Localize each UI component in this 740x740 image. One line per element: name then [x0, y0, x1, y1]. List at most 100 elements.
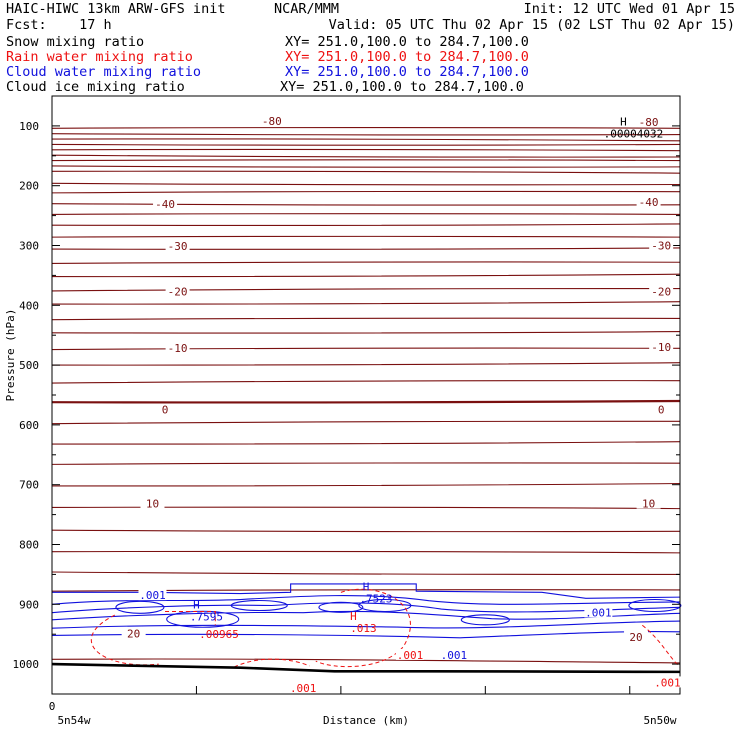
y-tick-label: 900 — [19, 598, 39, 611]
y-tick-label: 400 — [19, 299, 39, 312]
isotherm-label-bg — [153, 403, 178, 415]
x-axis-label: Distance (km) — [323, 714, 409, 727]
maximum-marker: H — [620, 116, 627, 129]
terrain-line — [51, 662, 681, 674]
isotherm-label-bg — [165, 342, 190, 354]
isotherm-line — [51, 301, 681, 305]
field-xy-cloud-water: XY= 251.0,100.0 to 284.7,100.0 — [285, 64, 529, 80]
field-xy-cloud-ice: XY= 251.0,100.0 to 284.7,100.0 — [280, 79, 524, 95]
model-title: HAIC-HIWC 13km ARW-GFS init — [6, 1, 226, 17]
cloud-water-contour — [52, 583, 681, 599]
cloud-water-label: .001 — [441, 649, 468, 662]
y-tick-label: 200 — [19, 180, 39, 193]
rain-label-bg — [289, 681, 318, 693]
y-tick-label: 300 — [19, 240, 39, 253]
isotherm-line — [51, 213, 681, 215]
cloud-water-contour — [51, 602, 681, 614]
isotherm-label-bg — [636, 116, 661, 128]
rain-label-bg — [395, 648, 424, 660]
isotherm-line — [51, 550, 681, 554]
isotherm-line — [51, 441, 681, 445]
isotherm-label-bg — [649, 285, 674, 297]
maximum-value: .7523 — [359, 592, 392, 605]
cloud-water-cell — [460, 614, 510, 626]
y-axis-label: Pressure (hPa) — [4, 309, 17, 402]
organization: NCAR/MMM — [274, 1, 340, 17]
isotherm-line — [51, 182, 681, 186]
isotherm-line — [51, 247, 681, 250]
isotherm-label: 10 — [642, 498, 655, 511]
cloud-label-bg — [584, 606, 613, 618]
maximum-marker: H — [193, 598, 200, 611]
isotherm-label: 20 — [629, 631, 642, 644]
isotherm-line — [51, 362, 681, 366]
isotherm-line — [51, 420, 681, 425]
field-label-cloud-water: Cloud water mixing ratio — [6, 64, 202, 80]
isotherm-line — [51, 399, 681, 404]
rain-water-contour — [90, 614, 159, 666]
isotherm-line — [51, 380, 681, 384]
isotherm-label-bg — [140, 497, 165, 509]
isotherm-label: -10 — [168, 342, 188, 355]
isotherm-label: -30 — [651, 239, 671, 252]
rain-water-label: .001 — [397, 649, 424, 662]
isotherm-label: -80 — [639, 116, 659, 129]
isotherm-label: 0 — [658, 404, 665, 417]
isotherm-line — [51, 331, 681, 334]
field-label-rain: Rain water mixing ratio — [6, 49, 193, 65]
isotherm-line — [51, 159, 681, 162]
isotherm-line — [51, 143, 681, 146]
isotherm-line — [51, 347, 681, 351]
field-xy-snow: XY= 251.0,100.0 to 284.7,100.0 — [285, 34, 529, 50]
isotherm-label-bg — [259, 114, 284, 126]
isotherm-line — [51, 138, 681, 142]
isotherm-line — [51, 223, 681, 226]
cloud-water-cell — [230, 599, 288, 612]
valid-time: Valid: 05 UTC Thu 02 Apr 15 (02 LST Thu … — [328, 17, 735, 33]
cloud-water-cell — [628, 598, 682, 613]
isotherm-label: -40 — [639, 196, 659, 209]
terrain-surface — [51, 662, 681, 674]
y-tick-label: 100 — [19, 120, 39, 133]
cloud-water-cell — [358, 598, 412, 613]
cloud-water-cell — [115, 600, 165, 614]
isotherm-line — [51, 148, 681, 152]
isotherm-label: -10 — [651, 341, 671, 354]
isotherm-line — [51, 126, 681, 129]
rain-water-contour — [315, 588, 411, 668]
maximum-value: .00965 — [199, 628, 239, 641]
maximum-marker: H — [363, 580, 370, 593]
isotherm-line — [51, 273, 681, 278]
contour-labels: -80 -80 -40 -40 -30 -30 -20 -20 -10 -10 0 0 10 10 20 20… — [121, 114, 682, 695]
isotherm-line — [51, 154, 681, 158]
maximum-marker: H — [350, 610, 357, 623]
isotherm-line — [51, 203, 681, 206]
isotherm-line — [51, 261, 681, 264]
isotherm-label-bg — [165, 239, 190, 251]
isotherm-label: 20 — [127, 627, 140, 640]
isotherm-line — [51, 287, 681, 292]
maximum-value: .013 — [350, 622, 377, 635]
init-time: Init: 12 UTC Wed 01 Apr 15 — [523, 1, 735, 17]
isotherm-label: -20 — [651, 285, 671, 298]
cloud-water-contour — [51, 595, 681, 605]
y-tick-label: 1000 — [13, 658, 40, 671]
isotherm-label-bg — [636, 497, 661, 509]
rain-water-contour — [165, 610, 216, 626]
isotherm-line — [51, 482, 681, 487]
y-tick-label: 800 — [19, 539, 39, 552]
rain-water-label: .001 — [290, 682, 317, 695]
cloud-water-label: .001 — [585, 606, 612, 619]
isotherm-line — [51, 462, 681, 465]
rain-water-contour — [233, 658, 310, 668]
maximum-value: .00004032 — [604, 128, 664, 141]
isotherm-line — [51, 170, 681, 174]
isotherm-line — [51, 235, 681, 238]
isotherm-label-bg — [165, 285, 190, 297]
isotherm-label-bg — [121, 627, 146, 639]
isotherm-label: -80 — [262, 115, 282, 128]
isotherm-label: -20 — [168, 285, 188, 298]
isotherm-line — [51, 571, 681, 575]
